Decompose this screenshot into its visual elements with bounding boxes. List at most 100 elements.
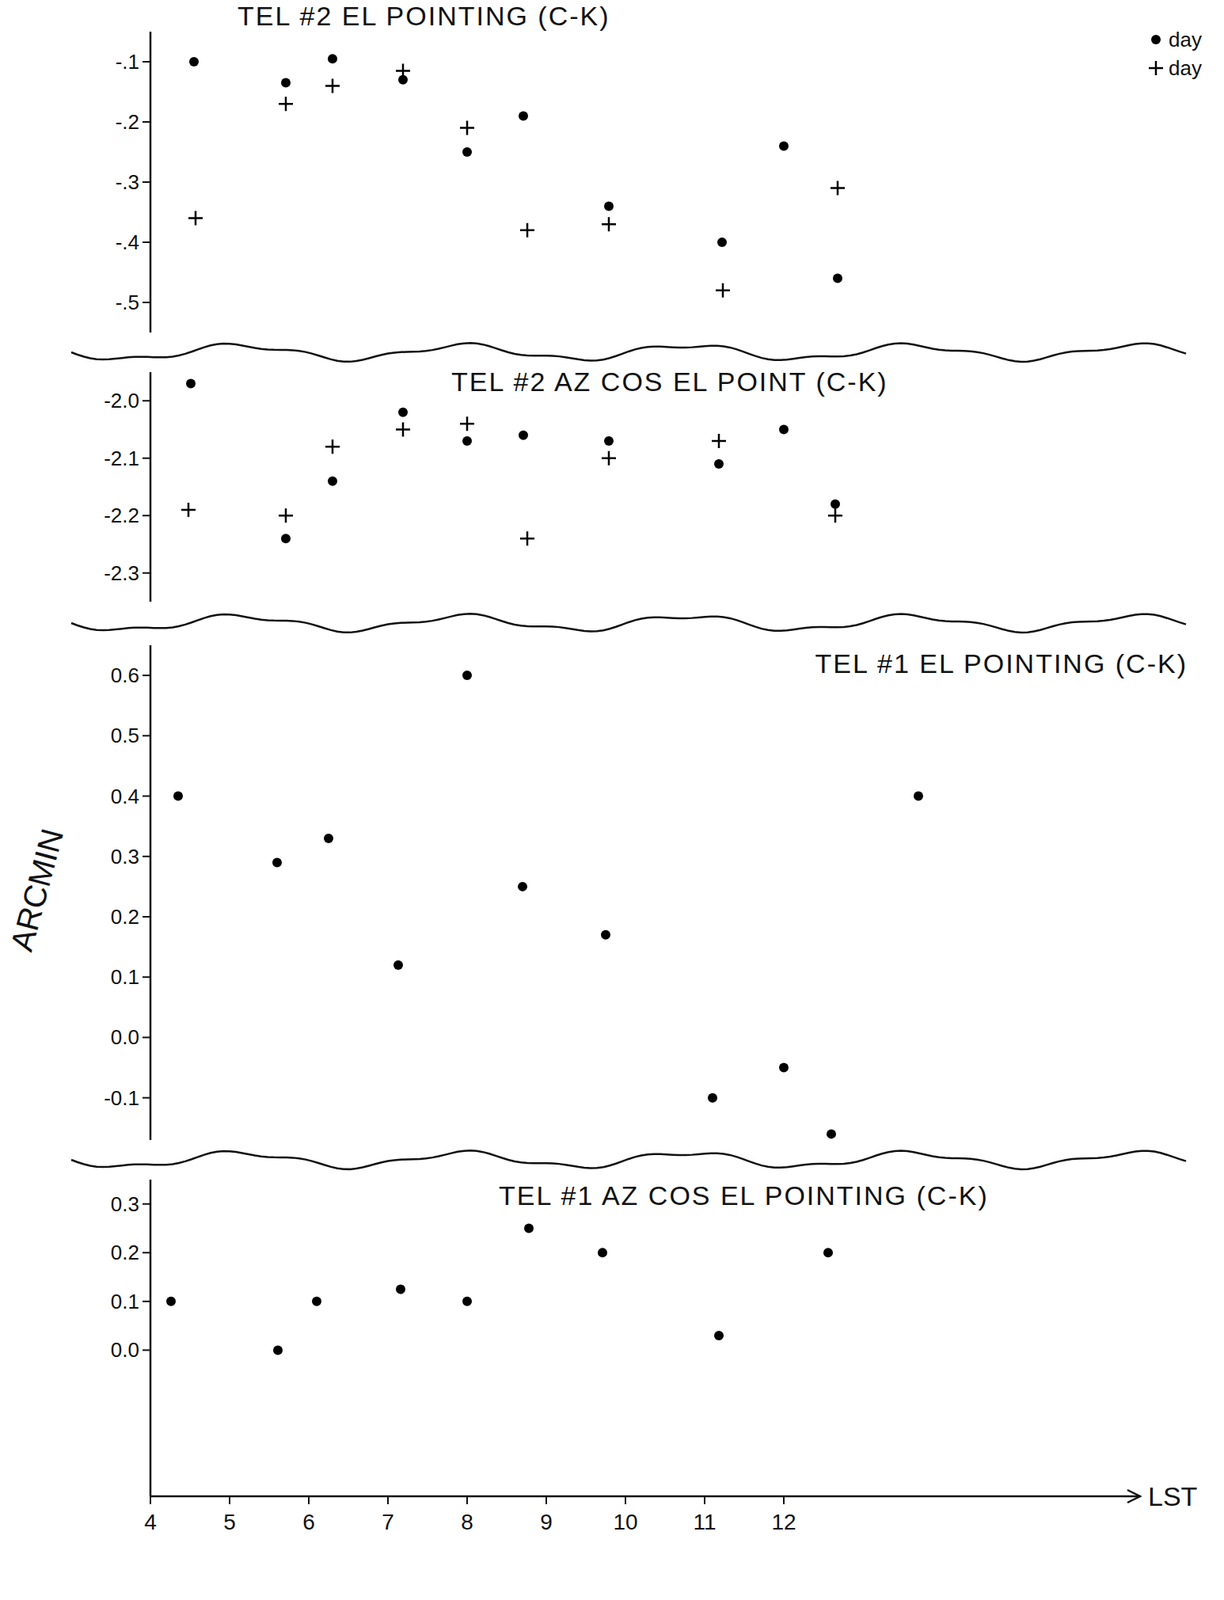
y-tick	[142, 855, 151, 858]
plus-marker	[395, 63, 411, 78]
panel-break	[71, 342, 1186, 362]
dot-marker	[779, 425, 789, 435]
y-tick-label: -2.1	[103, 446, 140, 471]
panel-title: TEL #2 EL POINTING (C-K)	[237, 0, 611, 31]
y-tick	[142, 60, 151, 63]
x-tick-label: 7	[381, 1509, 395, 1535]
y-tick	[142, 457, 151, 460]
dot-marker	[281, 533, 291, 544]
dot-marker	[517, 881, 528, 892]
y-axis	[149, 1179, 153, 1497]
y-tick	[142, 1349, 151, 1351]
legend-marker	[1148, 60, 1164, 76]
dot-marker	[327, 53, 338, 64]
x-tick-label: 11	[692, 1509, 716, 1535]
plot-area	[188, 53, 845, 298]
plot-area	[166, 1224, 833, 1356]
legend-label: day	[1168, 27, 1202, 52]
y-tick-label: 0.1	[110, 1289, 140, 1314]
plus-marker	[325, 439, 340, 454]
y-tick-label: -.2	[115, 110, 140, 134]
dot-marker	[323, 833, 334, 844]
x-tick	[307, 1496, 310, 1505]
x-tick-label: 10	[612, 1509, 638, 1535]
plus-marker	[828, 508, 843, 523]
plus-marker	[278, 508, 293, 523]
x-tick	[466, 1496, 468, 1505]
plus-marker	[520, 531, 535, 546]
x-tick-label: 12	[771, 1509, 796, 1535]
y-tick-label: 0.6	[110, 663, 140, 688]
y-tick-label: 0.3	[110, 844, 140, 869]
y-tick-label: -2.0	[103, 388, 140, 413]
x-tick-label: 8	[460, 1509, 474, 1535]
plus-marker	[459, 121, 475, 136]
x-tick	[783, 1496, 785, 1505]
plus-marker	[520, 223, 535, 238]
y-axis-title: ARCMIN	[3, 824, 70, 955]
dot-marker	[166, 1296, 176, 1307]
legend-entry: day	[1151, 27, 1202, 52]
dot-marker	[311, 1296, 322, 1307]
plus-marker	[188, 211, 203, 226]
dot-marker	[826, 1128, 837, 1139]
dot-marker	[779, 140, 789, 151]
y-tick-label: 0.2	[110, 904, 140, 929]
dot-marker	[398, 407, 408, 418]
y-tick	[142, 1036, 151, 1038]
y-tick	[142, 241, 151, 244]
plus-marker	[278, 96, 293, 111]
x-tick	[149, 1496, 152, 1505]
y-tick-label: -.3	[115, 170, 140, 194]
y-tick	[142, 1251, 151, 1254]
legend-label: day	[1168, 56, 1202, 80]
dot-marker	[779, 1063, 789, 1073]
y-tick	[142, 674, 151, 677]
plus-marker	[715, 283, 730, 298]
panel-title: TEL #2 AZ COS EL POINT (C-K)	[451, 366, 889, 397]
y-tick	[142, 1097, 151, 1099]
y-axis	[149, 645, 153, 1141]
dot-marker	[714, 459, 724, 469]
dot-marker	[597, 1247, 608, 1258]
dot-marker	[604, 201, 614, 211]
dot-marker	[604, 436, 614, 446]
y-tick-label: -2.2	[103, 503, 140, 528]
y-tick	[142, 181, 151, 183]
plus-marker	[325, 78, 340, 93]
legend-marker	[1151, 34, 1161, 45]
x-axis-arrow	[1127, 1490, 1141, 1503]
y-tick	[142, 1203, 151, 1205]
y-tick-label: 0.2	[110, 1240, 140, 1265]
dot-marker	[462, 670, 472, 681]
plus-marker	[459, 416, 475, 431]
dot-marker	[830, 499, 841, 510]
x-tick-label: 9	[539, 1509, 553, 1535]
dot-marker	[186, 379, 196, 389]
y-tick-label: -0.1	[103, 1086, 140, 1110]
plus-marker	[830, 181, 845, 196]
dot-marker	[600, 930, 611, 940]
dot-marker	[462, 147, 472, 157]
dot-marker	[395, 1284, 406, 1294]
dot-marker	[393, 960, 403, 970]
x-tick-label: 4	[144, 1509, 157, 1535]
panel-title: TEL #1 EL POINTING (C-K)	[814, 648, 1188, 679]
x-tick	[545, 1496, 548, 1505]
dot-marker	[913, 791, 924, 802]
plus-marker	[601, 216, 616, 232]
x-tick-label: 5	[223, 1509, 236, 1535]
dot-marker	[823, 1247, 833, 1258]
y-tick	[142, 734, 151, 737]
x-tick-label: 6	[302, 1509, 316, 1535]
plot-area	[173, 670, 924, 1139]
legend-entry: day	[1148, 56, 1202, 80]
dot-marker	[273, 1345, 283, 1355]
plus-marker	[395, 422, 411, 438]
x-axis	[150, 1495, 1141, 1498]
dot-marker	[518, 110, 529, 121]
dot-marker	[462, 1296, 472, 1307]
y-tick	[142, 572, 151, 574]
dot-marker	[832, 273, 843, 284]
plot-area	[181, 379, 843, 547]
